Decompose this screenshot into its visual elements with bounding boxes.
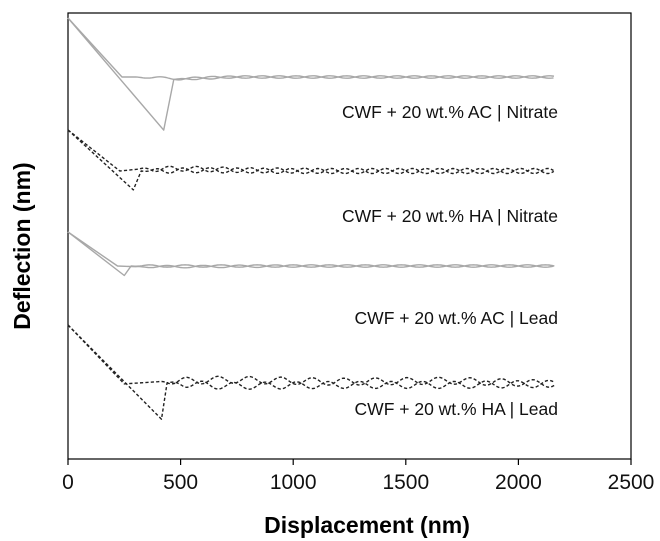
x-axis-title: Displacement (nm)	[264, 512, 470, 538]
series-4-retract-line	[67, 324, 555, 420]
x-tick-label: 500	[163, 471, 198, 494]
plot-border	[67, 12, 632, 460]
series-1-retract-line	[67, 17, 555, 131]
series-labels-group: CWF + 20 wt.% AC | Nitrate CWF + 20 wt.% …	[342, 102, 558, 419]
series-2-label: CWF + 20 wt.% HA | Nitrate	[342, 206, 558, 226]
series-3-label: CWF + 20 wt.% AC | Lead	[355, 308, 558, 328]
x-tick-label: 0	[62, 471, 74, 494]
curves-group	[67, 17, 555, 420]
series-2-approach-line	[67, 129, 554, 175]
series-3-approach-line	[67, 231, 554, 269]
plot-frame	[67, 12, 632, 460]
y-axis-title: Deflection (nm)	[9, 162, 35, 329]
x-axis-ticks: 0 500 1000 1500 2000 2500	[62, 459, 654, 494]
x-tick-label: 1000	[270, 471, 317, 494]
x-tick-label: 2000	[495, 471, 542, 494]
series-2-retract-line	[67, 129, 555, 191]
series-4-label: CWF + 20 wt.% HA | Lead	[355, 399, 558, 419]
x-tick-label: 2500	[608, 471, 655, 494]
series-3-retract-line	[67, 231, 555, 277]
series-1-approach-line	[67, 17, 554, 81]
series-4-approach-line	[67, 324, 555, 388]
x-tick-label: 1500	[382, 471, 429, 494]
series-1-label: CWF + 20 wt.% AC | Nitrate	[342, 102, 558, 122]
